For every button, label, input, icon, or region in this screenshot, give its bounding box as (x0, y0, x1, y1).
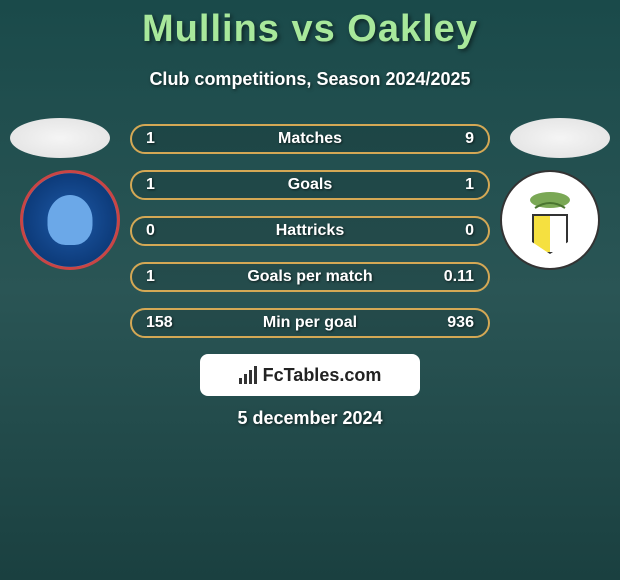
stat-row-mpg: 158 Min per goal 936 (130, 308, 490, 338)
subtitle: Club competitions, Season 2024/2025 (0, 69, 620, 90)
stats-container: 1 Matches 9 1 Goals 1 0 Hattricks 0 1 Go… (130, 124, 490, 354)
stat-right-value: 9 (434, 130, 474, 148)
badge-emblem-icon (48, 195, 93, 245)
stat-label: Min per goal (263, 314, 357, 332)
stat-label: Goals (288, 176, 332, 194)
stat-row-gpm: 1 Goals per match 0.11 (130, 262, 490, 292)
stat-row-hattricks: 0 Hattricks 0 (130, 216, 490, 246)
brand-text: FcTables.com (263, 365, 382, 386)
brand-badge[interactable]: FcTables.com (200, 354, 420, 396)
stat-label: Hattricks (276, 222, 344, 240)
stat-left-value: 158 (146, 314, 186, 332)
stat-left-value: 1 (146, 176, 186, 194)
stat-label: Goals per match (247, 268, 372, 286)
chart-bars-icon (239, 366, 257, 384)
stat-row-matches: 1 Matches 9 (130, 124, 490, 154)
stat-right-value: 0.11 (434, 268, 474, 286)
club-badge-left (20, 170, 120, 270)
page-title: Mullins vs Oakley (0, 0, 620, 51)
stat-label: Matches (278, 130, 342, 148)
stat-right-value: 936 (434, 314, 474, 332)
badge-shield-icon (532, 214, 568, 254)
player-photo-right (510, 118, 610, 158)
stat-right-value: 0 (434, 222, 474, 240)
stat-left-value: 1 (146, 130, 186, 148)
club-badge-right (500, 170, 600, 270)
stat-right-value: 1 (434, 176, 474, 194)
date-text: 5 december 2024 (0, 408, 620, 429)
stat-row-goals: 1 Goals 1 (130, 170, 490, 200)
stat-left-value: 1 (146, 268, 186, 286)
player-photo-left (10, 118, 110, 158)
stat-left-value: 0 (146, 222, 186, 240)
